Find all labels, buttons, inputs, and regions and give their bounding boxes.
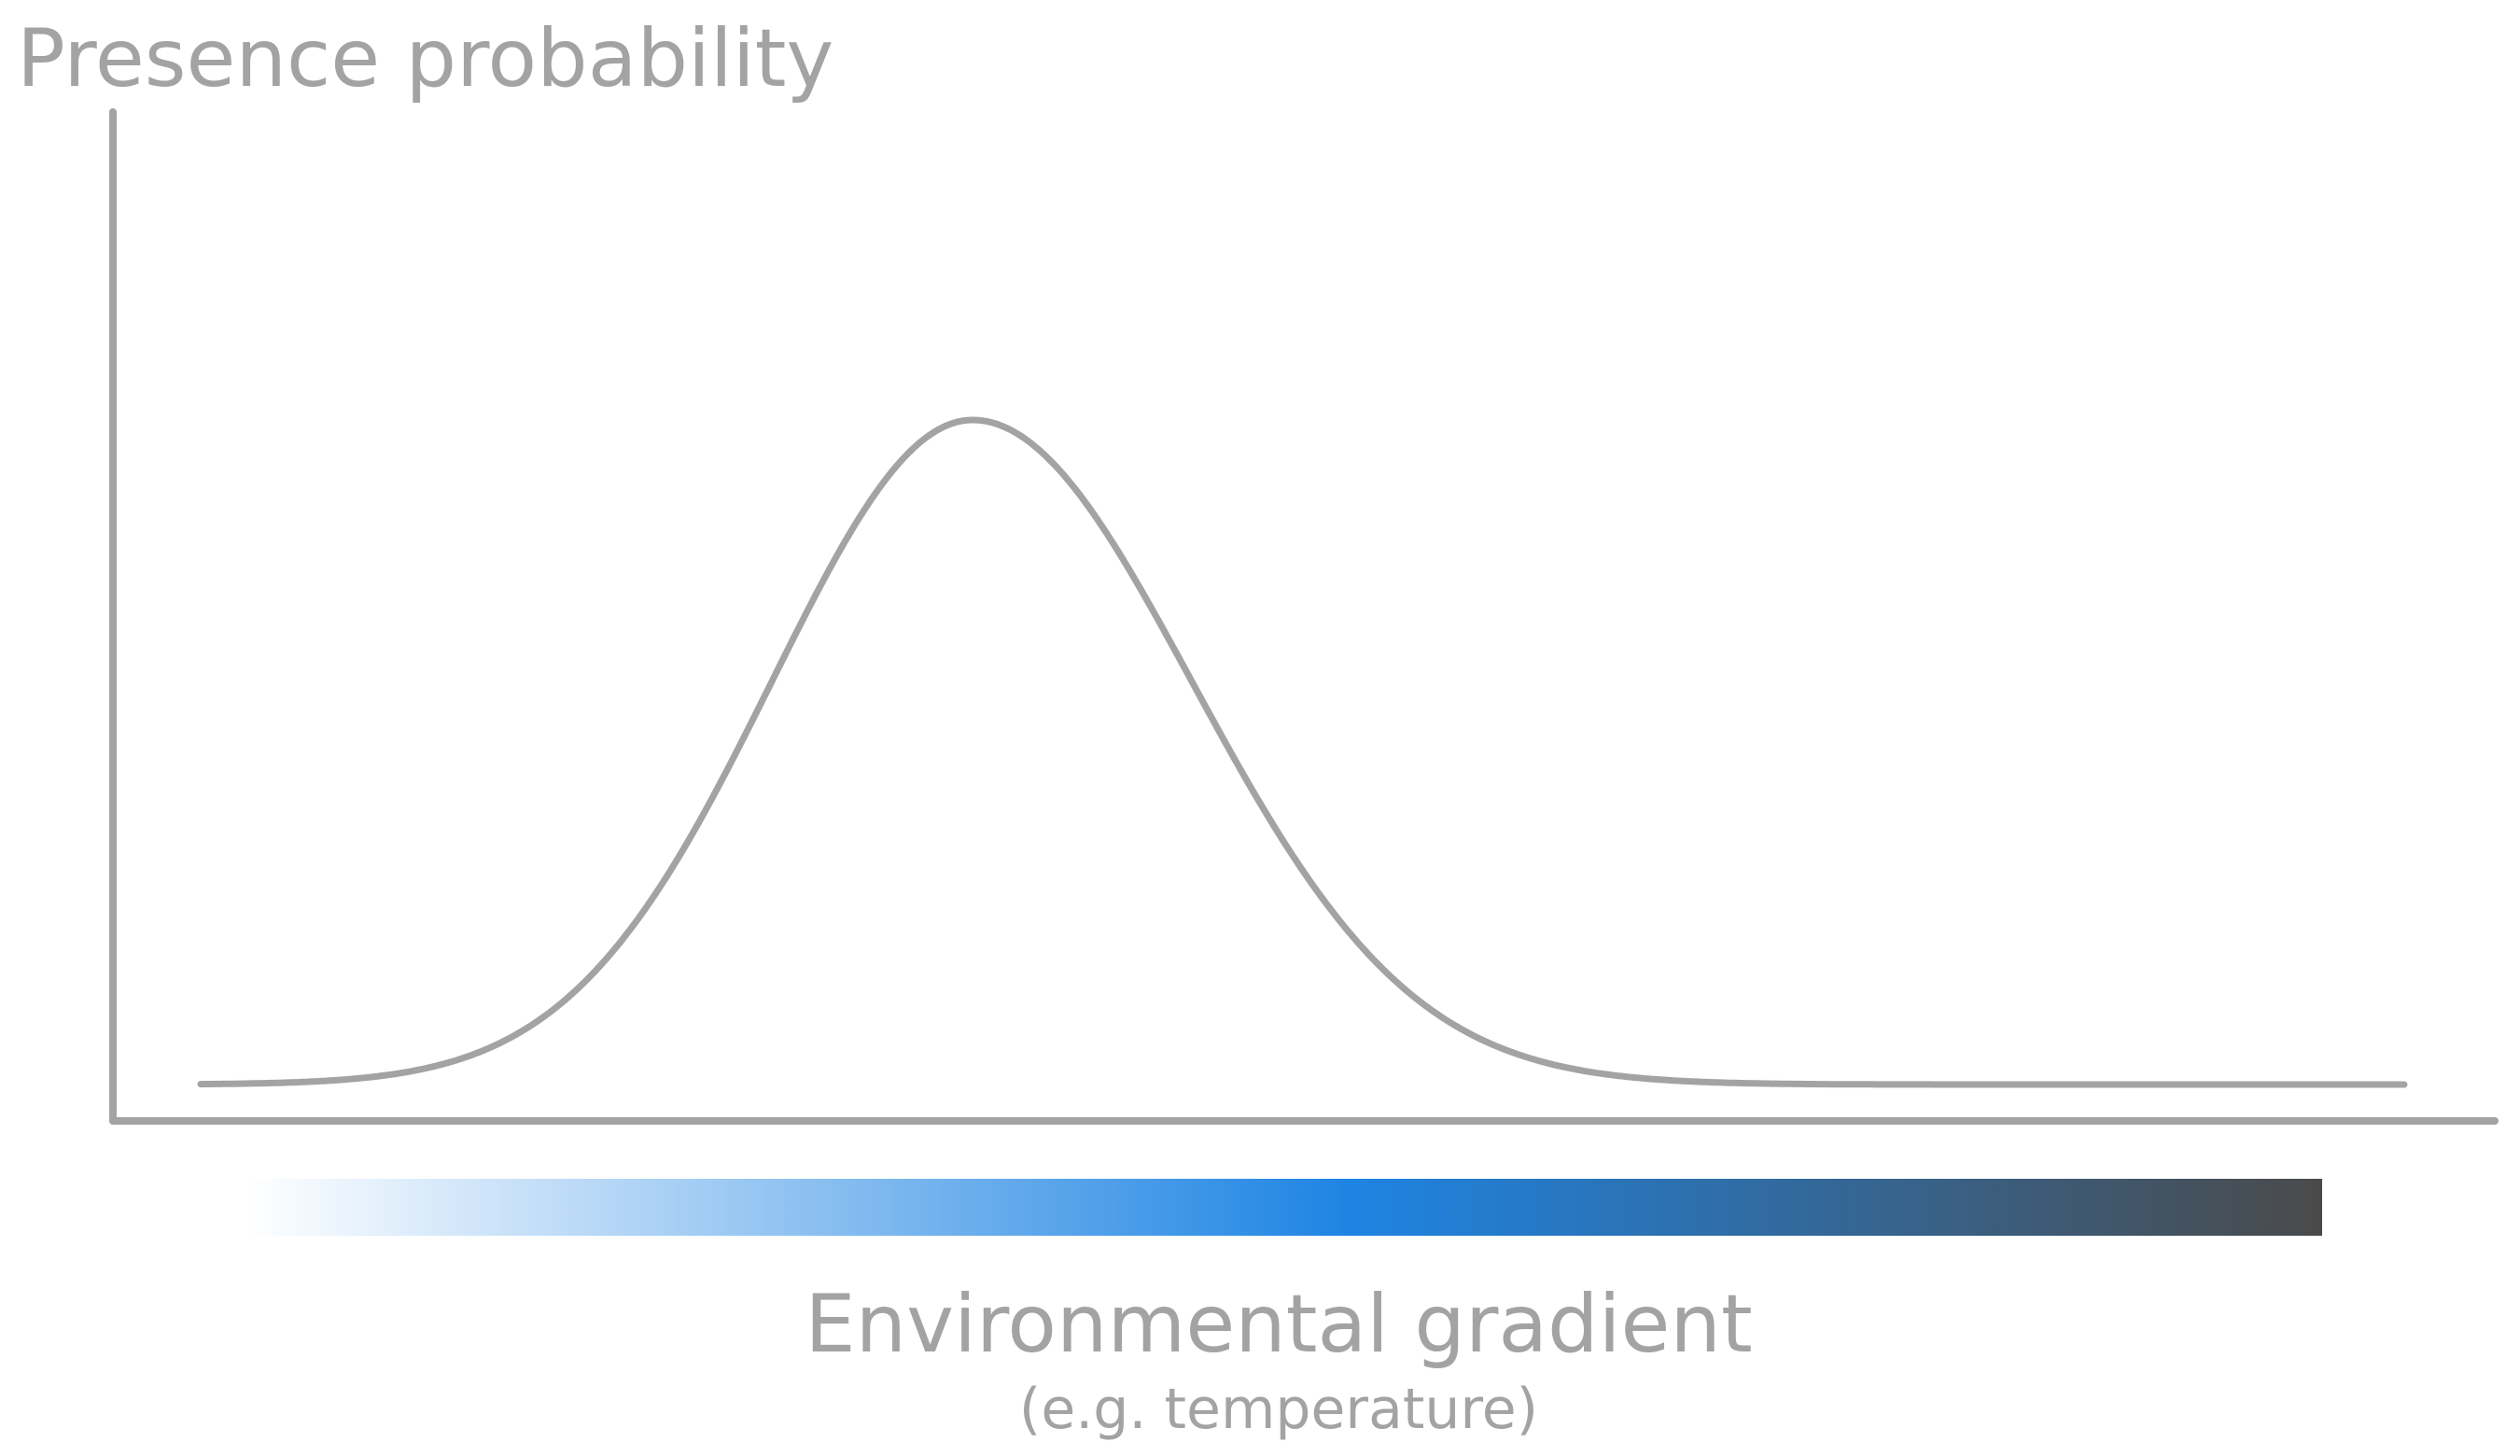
- x-axis-label: Environmental gradient: [805, 1278, 1752, 1371]
- environmental-gradient-bar: [246, 1179, 2322, 1236]
- y-axis-label: Presence probability: [17, 12, 833, 105]
- response-curve: [197, 416, 2408, 1088]
- x-axis-sublabel: (e.g. temperature): [1019, 1377, 1538, 1442]
